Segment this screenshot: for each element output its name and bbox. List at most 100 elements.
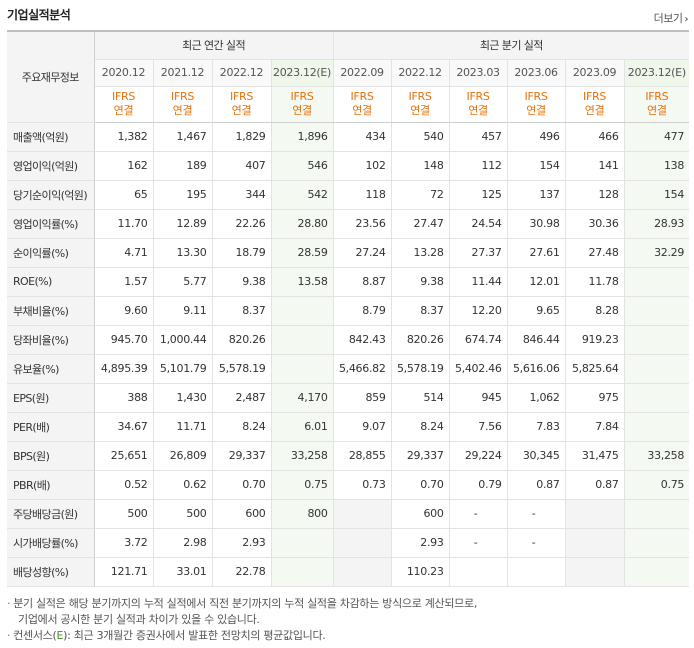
table-cell: 32.29 [624, 238, 690, 268]
row-label: 영업이익률(%) [7, 208, 95, 239]
ifrs-label: IFRS 연결 [332, 86, 392, 123]
table-cell: 477 [624, 122, 690, 152]
corner-header: 주요재무정보 [7, 31, 95, 123]
table-cell: 12.89 [153, 208, 213, 239]
table-cell: 9.65 [507, 295, 566, 326]
table-cell: - [449, 498, 508, 529]
table-cell: 5,578.19 [212, 354, 272, 384]
table-cell: 0.87 [565, 470, 625, 500]
chevron-right-icon: › [684, 14, 689, 25]
table-cell: 4.71 [94, 238, 154, 268]
table-cell: 500 [94, 498, 154, 529]
footnote-2: · 컨센서스(E): 최근 3개월간 증권사에서 발표한 전망치의 평균값입니다. [7, 629, 326, 642]
table-cell: 500 [153, 498, 213, 529]
table-cell: 9.07 [332, 412, 392, 442]
table-cell: 514 [391, 382, 450, 413]
table-cell: 138 [624, 151, 690, 181]
table-cell: - [507, 498, 566, 529]
more-link[interactable]: 더보기 › [654, 10, 689, 26]
period-header: 2022.12 [212, 59, 272, 87]
table-cell: 1,062 [507, 382, 566, 413]
table-cell: 859 [332, 382, 392, 413]
table-cell [332, 557, 392, 587]
table-row: ROE(%) 1.57 5.77 9.38 13.58 8.87 9.38 11.44 12.0… [7, 267, 690, 297]
table-cell: 945.70 [94, 325, 154, 355]
table-cell: 919.23 [565, 325, 625, 355]
table-cell: 189 [153, 151, 213, 181]
table-cell: 457 [449, 122, 508, 152]
table-cell: 8.24 [391, 412, 450, 442]
table-cell [332, 528, 392, 558]
table-cell: 6.01 [271, 412, 334, 442]
table-cell: 496 [507, 122, 566, 152]
table-row: 순이익률(%) 4.71 13.30 18.79 28.59 27.24 13.28 27.3… [7, 238, 690, 268]
table-cell: 0.75 [271, 470, 334, 500]
table-cell: 546 [271, 151, 334, 181]
table-cell [449, 557, 508, 587]
table-cell: 8.28 [565, 295, 625, 326]
period-header: 2020.12 [94, 59, 154, 87]
table-cell: 11.70 [94, 208, 154, 239]
table-cell: 102 [332, 151, 392, 181]
row-label: 부채비율(%) [7, 295, 95, 326]
table-cell: 33,258 [271, 441, 334, 471]
table-cell [624, 354, 690, 384]
table-cell: 65 [94, 180, 154, 210]
table-cell: 28.93 [624, 208, 690, 239]
table-cell [624, 557, 690, 587]
table-row: 영업이익률(%) 11.70 12.89 22.26 28.80 23.56 27.47 24… [7, 208, 690, 239]
row-label: 주당배당금(원) [7, 498, 95, 529]
table-cell: 110.23 [391, 557, 450, 587]
ifrs-label: IFRS 연결 [565, 86, 625, 123]
table-cell: 0.75 [624, 470, 690, 500]
table-cell: - [449, 528, 508, 558]
table-cell: 2,487 [212, 382, 272, 413]
table-row: 부채비율(%) 9.60 9.11 8.37 8.79 8.37 12.20 9.65 8.28 [7, 295, 690, 326]
table-cell: 0.79 [449, 470, 508, 500]
period-header: 2023.12(E) [624, 59, 690, 87]
table-cell: 28.59 [271, 238, 334, 268]
table-cell [624, 267, 690, 297]
table-cell: 27.47 [391, 208, 450, 239]
table-cell: 31,475 [565, 441, 625, 471]
row-label: EPS(원) [7, 382, 95, 413]
row-label: 매출액(억원) [7, 122, 95, 152]
table-cell: 388 [94, 382, 154, 413]
table-cell: 112 [449, 151, 508, 181]
table-row: PBR(배) 0.52 0.62 0.70 0.75 0.73 0.70 0.79 0.87 0.… [7, 470, 690, 500]
period-header: 2023.03 [449, 59, 508, 87]
table-cell [624, 498, 690, 529]
table-cell: 29,224 [449, 441, 508, 471]
period-header: 2023.12(E) [271, 59, 334, 87]
table-cell: 0.70 [212, 470, 272, 500]
row-label: PBR(배) [7, 470, 95, 500]
ifrs-label: IFRS 연결 [153, 86, 213, 123]
table-cell: 5,616.06 [507, 354, 566, 384]
table-cell: 1,430 [153, 382, 213, 413]
ifrs-label: IFRS 연결 [449, 86, 508, 123]
table-cell: 13.58 [271, 267, 334, 297]
table-cell: 800 [271, 498, 334, 529]
ifrs-label: IFRS 연결 [271, 86, 334, 123]
table-cell: 1.57 [94, 267, 154, 297]
table-cell: 29,337 [212, 441, 272, 471]
quarter-group-header: 최근 분기 실적 [332, 31, 690, 60]
table-cell: 162 [94, 151, 154, 181]
table-cell: 1,829 [212, 122, 272, 152]
table-cell: 1,000.44 [153, 325, 213, 355]
table-cell [624, 528, 690, 558]
footnotes: · 분기 실적은 해당 분기까지의 누적 실적에서 직전 분기까지의 누적 실적을… [7, 596, 477, 644]
table-cell: 975 [565, 382, 625, 413]
period-header: 2022.09 [332, 59, 392, 87]
table-cell: 28,855 [332, 441, 392, 471]
row-label: ROE(%) [7, 267, 95, 297]
row-label: PER(배) [7, 412, 95, 442]
table-cell: 154 [507, 151, 566, 181]
table-cell: 141 [565, 151, 625, 181]
table-cell: 30.98 [507, 208, 566, 239]
row-label: 순이익률(%) [7, 238, 95, 268]
table-cell: 12.01 [507, 267, 566, 297]
table-cell: 5,825.64 [565, 354, 625, 384]
table-cell: 27.37 [449, 238, 508, 268]
table-cell: 118 [332, 180, 392, 210]
